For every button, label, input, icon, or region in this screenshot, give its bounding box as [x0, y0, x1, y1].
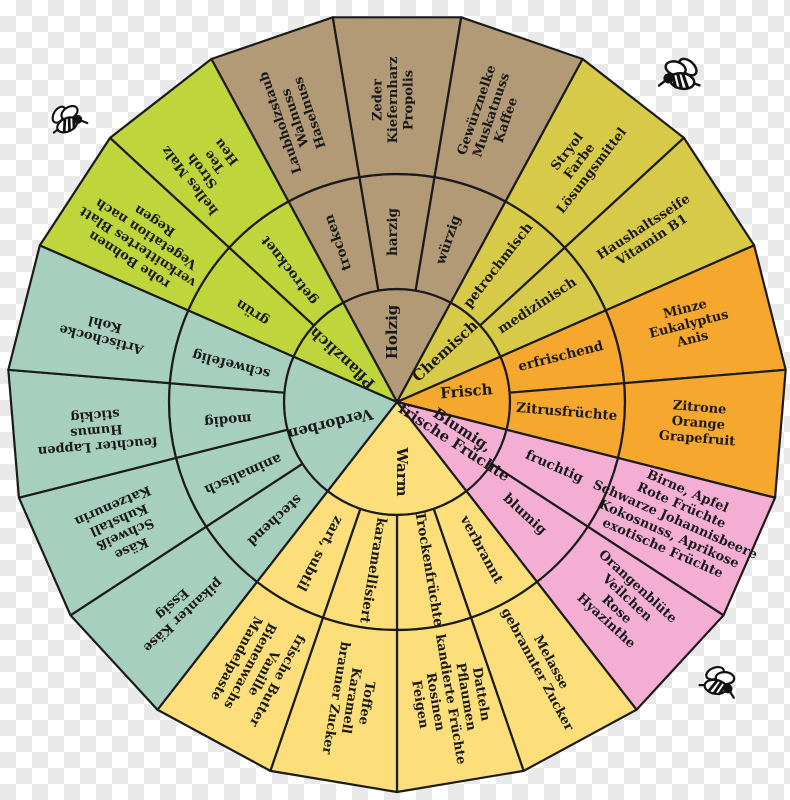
middle-label-modig-text: modig: [203, 410, 252, 430]
label-line: Grapefruit: [658, 428, 736, 449]
middle-label-harzig: harzig: [385, 207, 401, 255]
outer-label-harzig: ZederKiefernharzPropolis: [371, 57, 417, 144]
label-line: Orange: [671, 414, 725, 433]
label-line: harzig: [385, 207, 401, 255]
category-label-holzig: Holzig: [383, 304, 401, 359]
label-line: Zitrone: [672, 398, 727, 417]
bee-icon: [46, 98, 91, 139]
outer-sector-trockenfruechte: [395, 616, 525, 794]
outer-sector-modig: [7, 368, 178, 499]
outer-label-zitrusfruechte: ZitroneOrangeGrapefruit: [658, 397, 738, 449]
outer-sector-zart-subtil: [156, 580, 325, 772]
outer-sector-medizinisch: [563, 136, 756, 312]
label-line: Toffee: [355, 680, 377, 726]
label-line: Frisch: [439, 380, 493, 402]
category-label-frisch-text: Frisch: [439, 380, 493, 402]
label-line: modig: [203, 410, 252, 430]
middle-label-harzig-text: harzig: [385, 207, 401, 255]
wheel-sectors: [7, 16, 787, 794]
outer-sector-verbrannt: [469, 580, 638, 772]
outer-sector-blumig: [535, 525, 725, 711]
category-label-frisch: Frisch: [439, 380, 493, 402]
outer-sector-harzig: [331, 16, 463, 179]
outer-sector-erfrischend: [604, 244, 787, 385]
label-line: Warm: [393, 446, 411, 496]
category-label-holzig-text: Holzig: [383, 304, 401, 359]
label-line: stickig: [70, 405, 120, 424]
label-line: Zeder: [371, 79, 386, 121]
outer-sector-schwefelig: [7, 244, 190, 385]
outer-sector-fruchtig: [586, 456, 777, 617]
category-label-warm: Warm: [393, 446, 411, 496]
bee-icon: [654, 52, 704, 96]
outer-sector-stechend: [69, 525, 259, 711]
label-line: Kiefernharz: [386, 57, 401, 144]
outer-label-harzig-text: ZederKiefernharzPropolis: [371, 57, 417, 144]
label-line: Humus: [70, 421, 123, 440]
bee-icon: [694, 657, 746, 707]
outer-sector-wuerzig: [433, 16, 584, 203]
outer-sector-getrocknet: [108, 57, 290, 249]
middle-label-modig: modig: [203, 410, 252, 430]
category-label-warm-text: Warm: [393, 446, 411, 496]
outer-sector-gruen: [38, 136, 231, 312]
label-line: Holzig: [383, 304, 401, 359]
outer-label-zitrusfruechte-text: ZitroneOrangeGrapefruit: [658, 397, 738, 449]
outer-sector-petrochmisch: [504, 57, 686, 249]
label-line: Propolis: [402, 70, 417, 130]
outer-sector-karamellisiert: [269, 616, 399, 794]
outer-sector-animalisch: [17, 456, 208, 617]
outer-sector-zitrusfruechte: [616, 368, 787, 499]
outer-sector-trocken: [210, 16, 361, 203]
